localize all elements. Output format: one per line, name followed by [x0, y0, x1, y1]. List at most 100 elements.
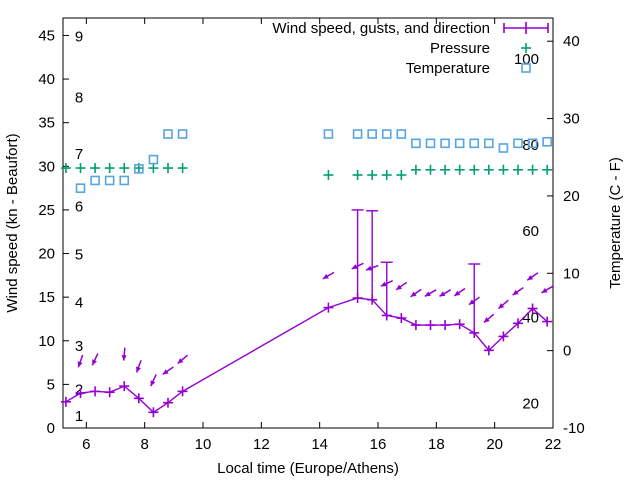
beaufort-label: 4 — [75, 295, 83, 312]
temperature-point — [134, 164, 144, 174]
temperature-point — [484, 138, 494, 149]
x-axis-title: Local time (Europe/Athens) — [217, 460, 399, 477]
arrow-head — [468, 299, 475, 305]
x-tick-label: 8 — [140, 436, 148, 453]
legend-label: Temperature — [406, 60, 490, 77]
arrow-head — [439, 291, 446, 297]
y2-tick-label: 40 — [563, 33, 580, 50]
arrow-head — [498, 303, 505, 309]
arrow-head — [380, 281, 387, 287]
wind-direction-arrows — [77, 262, 554, 387]
fahrenheit-label: 100 — [514, 51, 539, 68]
arrow-head — [121, 354, 127, 361]
beaufort-label: 3 — [75, 338, 83, 355]
arrow-head — [541, 287, 548, 293]
arrow-head — [527, 274, 534, 281]
arrow-head — [162, 369, 169, 375]
y2-tick-label: 0 — [563, 343, 571, 360]
temperature-point — [352, 129, 363, 139]
series-temperature — [75, 129, 552, 193]
arrow-head — [410, 291, 417, 297]
arrow-head — [150, 380, 156, 387]
wind-speed-line — [65, 297, 548, 414]
arrow-head — [454, 290, 461, 296]
x-tick-label: 12 — [253, 436, 270, 453]
legend-label: Wind speed, gusts, and direction — [272, 20, 490, 37]
temperature-point — [75, 183, 86, 193]
y-axis-title: Wind speed (kn - Beaufort) — [4, 133, 21, 312]
arrow-head — [396, 284, 402, 290]
beaufort-label: 8 — [75, 90, 83, 107]
y-tick-label: 40 — [38, 71, 55, 88]
temperature-point — [425, 138, 436, 149]
y2-tick-label: 20 — [563, 188, 580, 205]
arrow-head — [177, 358, 184, 364]
y-tick-label: 5 — [47, 376, 55, 393]
fahrenheit-label: 80 — [522, 137, 539, 154]
y-axis — [63, 34, 69, 429]
x-axis — [85, 18, 554, 428]
y2-tick-label: 30 — [563, 111, 580, 128]
temperature-point — [513, 138, 523, 149]
temperature-point — [411, 138, 421, 149]
y-tick-label: 0 — [47, 420, 55, 437]
plot-frame — [62, 17, 554, 429]
arrow-head — [483, 317, 490, 323]
beaufort-label: 6 — [75, 199, 83, 216]
temperature-point — [104, 175, 115, 186]
y-tick-label: 30 — [38, 158, 55, 175]
temperature-point — [163, 129, 173, 139]
temperature-point — [90, 175, 100, 186]
arrow-head — [424, 291, 431, 297]
beaufort-label: 5 — [75, 247, 83, 264]
legend: Wind speed, gusts, and direction Pressure… — [272, 20, 549, 77]
temperature-point — [177, 129, 188, 139]
y-tick-label: 25 — [38, 202, 55, 219]
arrow-head — [351, 264, 358, 269]
x-tick-label: 6 — [82, 436, 90, 453]
y-tick-label: 15 — [38, 289, 55, 306]
arrow-head — [512, 289, 519, 296]
y2-axis-title: Temperature (C - F) — [607, 157, 624, 289]
y-tick-label: 10 — [38, 333, 55, 350]
x-tick-label: 16 — [370, 436, 387, 453]
arrow-head — [92, 359, 97, 366]
temperature-point — [498, 143, 509, 153]
x-tick-label: 18 — [428, 436, 445, 453]
x-tick-label: 10 — [195, 436, 212, 453]
legend-label: Pressure — [430, 40, 490, 57]
temperature-point — [323, 129, 334, 139]
temperature-point — [469, 138, 480, 149]
temperature-point — [381, 129, 392, 139]
fahrenheit-label: 20 — [522, 395, 539, 412]
temperature-point — [148, 154, 159, 165]
legend-marker — [521, 63, 531, 73]
beaufort-scale: 1 2 3 4 5 6 7 8 9 — [75, 28, 83, 424]
fahrenheit-label: 60 — [522, 223, 539, 240]
beaufort-label: 1 — [75, 408, 83, 425]
temperature-point — [367, 129, 377, 139]
y-tick-label: 45 — [38, 27, 55, 44]
y2-tick-label: 10 — [563, 265, 580, 282]
temperature-point — [396, 129, 407, 139]
arrow-head — [136, 366, 141, 373]
y2-axis — [547, 40, 553, 429]
x-tick-label: 22 — [545, 436, 562, 453]
arrow-head — [322, 273, 329, 279]
temperature-point — [542, 136, 552, 147]
y-tick-label: 35 — [38, 115, 55, 132]
x-tick-label: 14 — [311, 436, 328, 453]
beaufort-label: 2 — [75, 382, 83, 399]
arrow-head — [77, 361, 83, 368]
y-tick-label: 20 — [38, 246, 55, 263]
beaufort-label: 9 — [75, 28, 83, 45]
temperature-point — [119, 175, 130, 186]
beaufort-label: 7 — [75, 146, 83, 163]
series-gusts — [351, 209, 481, 333]
arrow-head — [366, 265, 373, 271]
temperature-point — [454, 138, 465, 149]
x-tick-label: 20 — [486, 436, 503, 453]
